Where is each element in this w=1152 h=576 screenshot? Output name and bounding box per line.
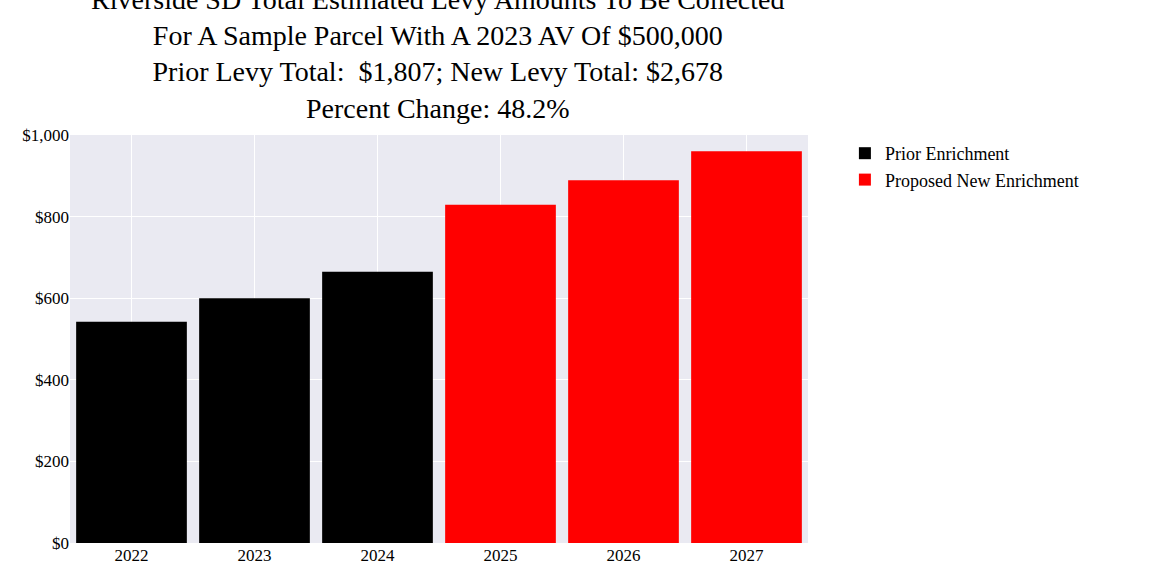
svg-text:$600: $600 [35,289,69,308]
svg-text:$0: $0 [52,534,69,553]
svg-text:2022: 2022 [115,546,149,565]
svg-text:$800: $800 [35,208,69,227]
svg-text:2024: 2024 [361,546,396,565]
svg-text:2027: 2027 [730,546,765,565]
svg-text:2026: 2026 [607,546,641,565]
svg-text:2025: 2025 [484,546,518,565]
svg-text:Riverside SD Total Estimated L: Riverside SD Total Estimated Levy Amount… [91,0,784,124]
svg-text:$400: $400 [35,371,69,390]
svg-text:Prior Enrichment: Prior Enrichment [885,144,1009,164]
svg-text:Proposed New Enrichment: Proposed New Enrichment [885,171,1079,191]
svg-text:2023: 2023 [238,546,272,565]
svg-text:$200: $200 [35,452,69,471]
svg-text:$1,000: $1,000 [22,126,69,145]
